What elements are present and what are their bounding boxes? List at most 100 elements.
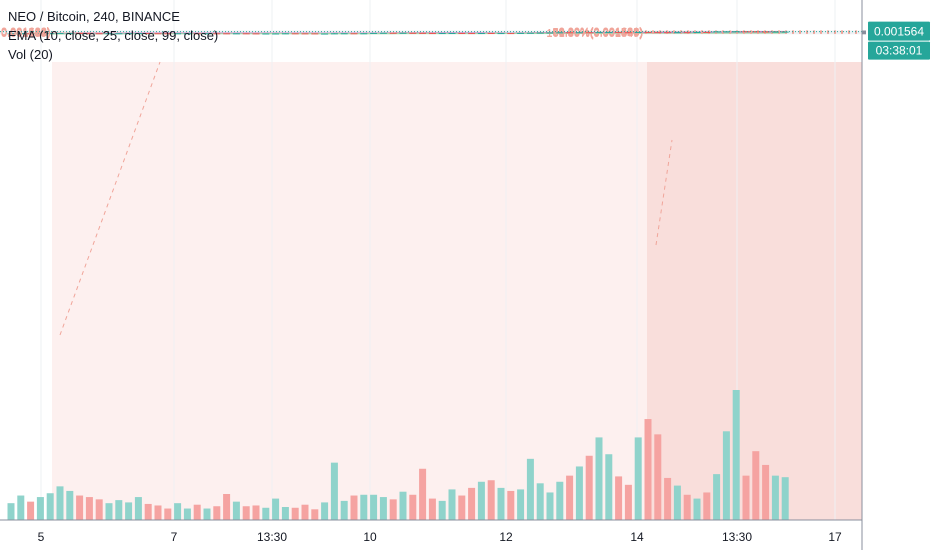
candle-body — [272, 33, 280, 35]
volume-bar — [713, 474, 721, 520]
volume-bar — [575, 466, 583, 520]
volume-bar — [448, 489, 456, 520]
candle-body — [664, 32, 672, 34]
candle-body — [742, 31, 750, 33]
volume-bar — [46, 493, 54, 520]
volume-bar — [497, 487, 505, 520]
candle-body — [183, 33, 191, 35]
candle-body — [76, 32, 84, 34]
candle-body — [409, 32, 417, 34]
volume-bar — [458, 495, 466, 520]
candle-body — [311, 33, 319, 35]
candle-body — [252, 33, 260, 35]
candle-body — [164, 33, 172, 35]
candle-body — [477, 33, 485, 35]
candle-body — [507, 33, 515, 35]
fib-level-label: 100.00%(0.001457) — [546, 27, 643, 39]
candle-body — [223, 33, 231, 35]
drawing-price-label: 0.001359) — [1, 28, 51, 40]
candle-body — [144, 33, 152, 35]
volume-bar — [673, 485, 681, 520]
volume-bar — [752, 451, 760, 520]
volume-bar — [477, 481, 485, 520]
drawing-price-label: 0.001491) — [1, 27, 51, 39]
volume-bar — [105, 503, 113, 520]
volume-bar — [399, 491, 407, 520]
volume-bar — [634, 437, 642, 520]
candle-body — [644, 32, 652, 34]
candle-body — [66, 32, 74, 34]
time-axis-tick-label: 5 — [38, 530, 45, 544]
drawing-price-label: 0.001522) — [1, 27, 51, 39]
volume-bar — [379, 497, 387, 520]
chart-legend: NEO / Bitcoin, 240, BINANCE EMA (10, clo… — [8, 7, 218, 64]
candle-body — [399, 32, 407, 34]
candle-body — [487, 33, 495, 35]
volume-bar — [507, 490, 515, 520]
candle-body — [242, 33, 250, 35]
time-axis-tick-label: 7 — [171, 530, 178, 544]
volume-bar — [213, 506, 221, 520]
time-axis-tick-label: 10 — [363, 530, 377, 544]
volume-bar — [17, 495, 25, 520]
volume-bar — [115, 500, 123, 520]
candle-body — [36, 33, 44, 35]
candle-body — [281, 33, 289, 35]
candle-body — [105, 33, 113, 35]
candle-body — [438, 33, 446, 35]
candle-body — [134, 33, 142, 35]
candle-body — [458, 32, 466, 34]
countdown-tag — [868, 41, 930, 60]
candle-body — [125, 33, 133, 35]
candle-body — [115, 33, 123, 35]
volume-bar — [350, 495, 358, 520]
candle-body — [379, 32, 387, 34]
symbol-title[interactable]: NEO / Bitcoin, 240, BINANCE — [8, 9, 180, 24]
volume-bar — [771, 475, 779, 520]
candle-body — [556, 32, 564, 34]
fib-level-label: 161.80%(0.001349) — [546, 28, 643, 40]
candle-body — [615, 32, 623, 34]
candle-body — [771, 31, 779, 33]
volume-bar — [272, 498, 280, 520]
candle-body — [781, 31, 789, 33]
candle-body — [262, 33, 270, 35]
volume-bar — [428, 498, 436, 520]
volume-indicator-label[interactable]: Vol (20) — [8, 47, 53, 62]
candle-body — [301, 33, 309, 35]
candle-body — [752, 31, 760, 33]
volume-bar — [683, 494, 691, 520]
drawing-price-label: 0.001622) — [1, 26, 51, 38]
volume-bar — [419, 468, 427, 520]
time-axis-panel — [0, 520, 862, 550]
candle-body — [566, 32, 574, 34]
volume-bar — [595, 437, 603, 520]
volume-bar — [154, 505, 162, 520]
volume-bar — [291, 507, 299, 520]
volume-bar — [183, 508, 191, 520]
current-price-tag — [868, 21, 930, 41]
time-axis-tick-label: 14 — [630, 530, 644, 544]
candle-body — [517, 32, 525, 34]
fib-level-label: 0.00%(0.001631) — [559, 26, 643, 38]
volume-bar — [301, 504, 309, 520]
candle-body — [575, 32, 583, 34]
volume-bar — [164, 508, 172, 520]
volume-bar — [722, 431, 730, 520]
volume-bar — [468, 487, 476, 520]
volume-bar — [7, 503, 15, 520]
volume-bar — [242, 506, 250, 520]
candle-body — [330, 33, 338, 35]
volume-bar — [654, 434, 662, 520]
candle-body — [350, 33, 358, 35]
volume-bar — [526, 458, 534, 520]
volume-bar — [605, 454, 613, 520]
candle-body — [389, 32, 397, 34]
candle-body — [213, 33, 221, 35]
candle-body — [634, 32, 642, 34]
candle-body — [546, 32, 554, 34]
ema-indicator-label[interactable]: EMA (10, close, 25, close, 99, close) — [8, 28, 219, 43]
volume-bar — [203, 508, 211, 520]
